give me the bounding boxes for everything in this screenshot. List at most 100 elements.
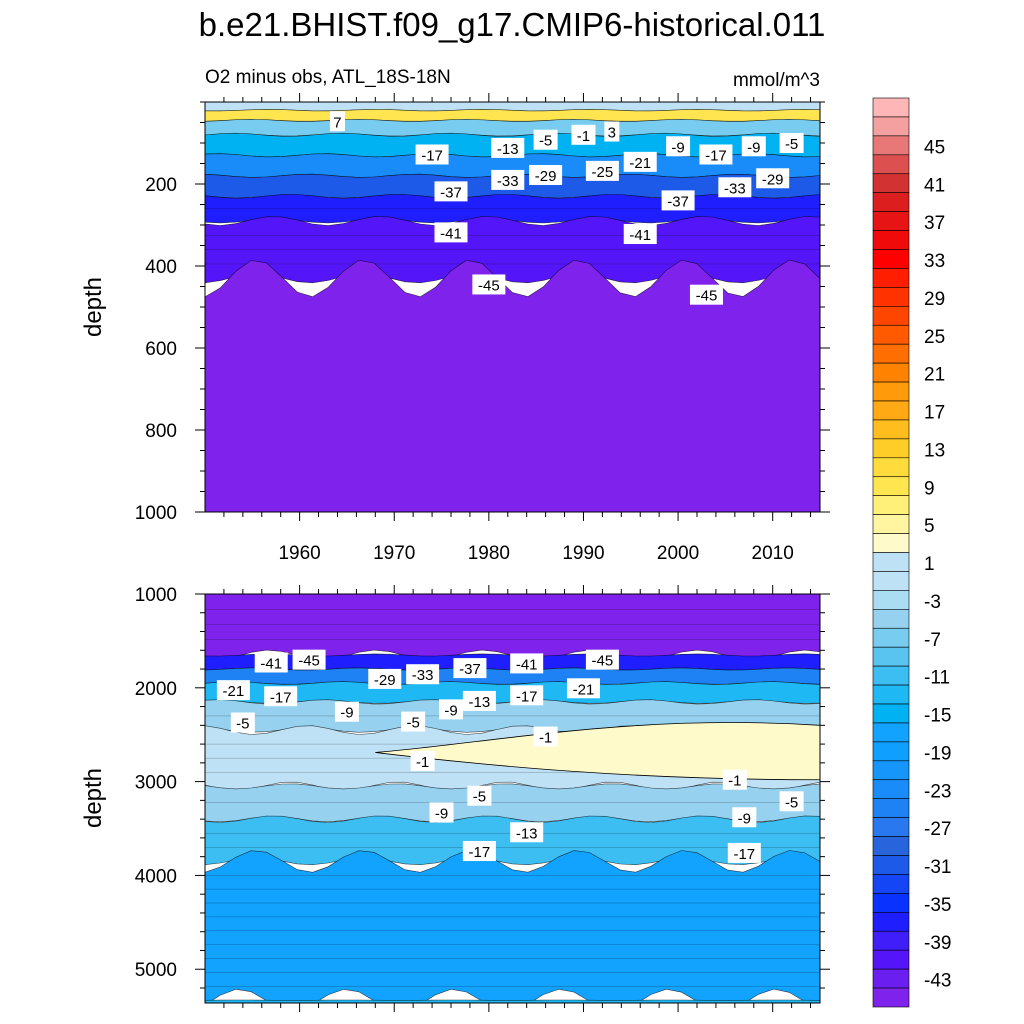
- bottom-panel: 1000 2000 3000 4000 5000 -41 -45 -29 -33 -37 -41 -4…: [135, 585, 830, 1012]
- top-ytick-label: 200: [145, 175, 177, 196]
- top-contour-label: -25: [585, 160, 619, 181]
- bottom-contour-label: -5: [401, 711, 426, 732]
- top-contour-label-text: 7: [333, 114, 341, 131]
- colorbar-swatch: [872, 779, 910, 799]
- bottom-contour-label-text: -17: [516, 688, 538, 705]
- top-xtick-label: 1970: [373, 543, 415, 564]
- top-contour-label: 3: [604, 121, 620, 142]
- top-ytick-label: 1000: [135, 503, 177, 524]
- colorbar-swatch: [872, 343, 910, 364]
- bottom-contour-label: -21: [566, 678, 600, 699]
- top-contour-label: -5: [533, 129, 558, 150]
- bottom-contour-label: -17: [264, 686, 298, 707]
- bottom-contour-label-text: -5: [785, 794, 798, 811]
- colorbar-swatch: [872, 97, 910, 118]
- top-contour-label-text: -5: [785, 136, 798, 153]
- colorbar-label: 41: [924, 175, 945, 196]
- top-contour-label-text: -41: [440, 225, 462, 242]
- colorbar-swatch: [872, 287, 910, 307]
- top-contour-label: -1: [571, 124, 596, 145]
- top-xtick-label: 1990: [562, 543, 604, 564]
- colorbar-label: 37: [924, 213, 945, 234]
- top-contour-label-text: 3: [608, 125, 616, 142]
- colorbar-swatch: [872, 514, 910, 534]
- bottom-contour-label-text: -1: [728, 773, 741, 790]
- colorbar-label: 5: [924, 516, 935, 537]
- top-contour-label: 7: [329, 111, 345, 132]
- bottom-contour-label: -29: [368, 668, 402, 689]
- bottom-contour-label-text: -9: [444, 702, 457, 719]
- bottom-contour-label: -41: [254, 652, 288, 673]
- top-contour-label-text: -41: [629, 227, 651, 244]
- top-contour-label-text: -5: [539, 133, 552, 150]
- bottom-ytick-label: 2000: [135, 679, 177, 700]
- colorbar-swatch: [872, 306, 910, 326]
- colorbar-swatch: [872, 173, 910, 193]
- colorbar-swatch: [872, 116, 910, 137]
- bottom-contour-label-text: -17: [270, 689, 292, 706]
- colorbar-label: -39: [924, 933, 951, 954]
- colorbar-label: -27: [924, 819, 951, 840]
- colorbar-swatch: [872, 419, 910, 440]
- top-contour-label-text: -17: [705, 147, 727, 164]
- top-band-8: [205, 259, 820, 512]
- colorbar-swatch: [872, 533, 910, 553]
- top-contour-label-text: -25: [592, 164, 614, 181]
- top-band-2: [205, 118, 820, 137]
- top-contour-label-text: -37: [440, 184, 462, 201]
- colorbar-swatch: [872, 249, 910, 269]
- colorbar-swatch: [872, 855, 910, 875]
- top-contour-label: -33: [718, 177, 752, 198]
- top-contour-label-text: -33: [497, 173, 519, 190]
- bottom-contour-label: -1: [722, 769, 747, 790]
- bottom-contour-label-text: -9: [435, 806, 448, 823]
- bottom-contour-label-text: -1: [539, 730, 552, 747]
- top-xtick-label: 1980: [468, 543, 510, 564]
- bottom-band-8: [205, 850, 820, 1003]
- colorbar-label: -11: [924, 668, 950, 689]
- bottom-contour-label-text: -45: [298, 653, 320, 670]
- colorbar-swatch: [872, 324, 910, 345]
- bottom-contour-label: -17: [462, 841, 496, 862]
- top-contour-label-text: -29: [762, 171, 784, 188]
- bottom-contour-label-text: -5: [236, 716, 249, 733]
- bottom-contour-label-text: -9: [340, 705, 353, 722]
- colorbar-swatch: [872, 362, 910, 383]
- colorbar-label: -31: [924, 857, 951, 878]
- bottom-contour-label: -9: [439, 699, 463, 720]
- top-subtitle-left: O2 minus obs, ATL_18S-18N: [205, 67, 451, 88]
- colorbar-swatch: [872, 760, 910, 781]
- colorbar-swatch: [872, 684, 910, 705]
- colorbar-swatch: [872, 590, 910, 610]
- colorbar-swatch: [872, 968, 910, 989]
- bottom-contour-label: -17: [510, 685, 544, 706]
- colorbar-swatch: [872, 798, 910, 818]
- top-xtick-label: 2000: [657, 543, 699, 564]
- colorbar-swatch: [872, 552, 910, 572]
- colorbar-label: -15: [924, 706, 951, 727]
- colorbar-swatch: [872, 192, 910, 212]
- colorbar-swatch: [872, 571, 910, 591]
- colorbar-swatch: [872, 211, 910, 231]
- colorbar-label: -19: [924, 743, 951, 764]
- top-contour-label: -13: [491, 137, 525, 158]
- bottom-contour-label-text: -29: [374, 672, 396, 689]
- top-contour-label: -21: [623, 151, 657, 172]
- colorbar: -43-39-35-31-27-23-19-15-11-7-3159131721…: [872, 97, 951, 1008]
- bottom-contour-label: -9: [429, 802, 454, 823]
- colorbar-swatch: [872, 230, 910, 250]
- top-contour-label-text: -33: [724, 180, 746, 197]
- colorbar-swatch: [872, 987, 910, 1008]
- top-contour-label: -5: [779, 133, 804, 153]
- colorbar-swatch: [872, 495, 910, 515]
- top-contour-label: -29: [529, 164, 563, 185]
- bottom-contour-label: -33: [406, 664, 440, 685]
- bottom-contour-label-text: -1: [416, 754, 429, 771]
- top-contour-label: -9: [666, 136, 691, 157]
- colorbar-swatch: [872, 741, 910, 762]
- top-contour-label: -33: [491, 169, 525, 190]
- bottom-contour-label-text: -9: [738, 810, 751, 827]
- bottom-contour-label: -1: [410, 750, 435, 771]
- colorbar-label: 33: [924, 251, 945, 272]
- bottom-contour-label: -5: [467, 785, 492, 806]
